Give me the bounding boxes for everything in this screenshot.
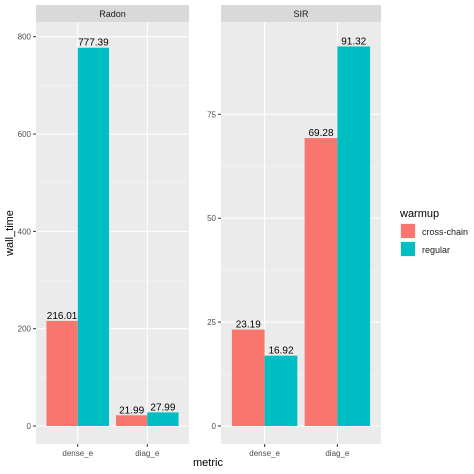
panel-radon: Radon 216.01 777.39 21.99 27.99 0 200 400 600 8…	[18, 5, 189, 458]
bar-regular-dense_e	[264, 355, 298, 426]
legend: warmup cross-chain regular	[399, 208, 468, 257]
bar-cross-chain-diag_e	[115, 415, 148, 426]
x-axis-ticks: dense_e diag_e	[62, 444, 160, 458]
x-tick-label: diag_e	[325, 449, 350, 458]
legend-swatch	[401, 224, 415, 238]
y-axis-ticks: 0 200 400 600 800	[18, 33, 36, 431]
y-tick-label: 75	[207, 110, 216, 119]
bar-regular-diag_e	[337, 46, 371, 427]
x-axis-ticks: dense_e diag_e	[249, 444, 350, 458]
bar-cross-chain-dense_e	[231, 329, 265, 426]
bar-value-label: 21.99	[119, 405, 144, 416]
bar-cross-chain-diag_e	[304, 138, 338, 426]
y-axis-ticks: 0 25 50 75	[207, 110, 221, 431]
panel-title: SIR	[293, 9, 309, 19]
legend-label: regular	[422, 245, 450, 255]
y-tick-label: 50	[207, 214, 216, 223]
bar-labels: 23.19 16.92 69.28 91.32	[236, 36, 367, 356]
legend-item-cross-chain: cross-chain	[400, 223, 468, 239]
bar-value-label: 91.32	[341, 36, 366, 47]
legend-swatch	[401, 242, 415, 256]
panel-strip	[221, 5, 381, 22]
x-tick-label: dense_e	[62, 449, 93, 458]
panel-strip	[36, 5, 189, 22]
x-tick-label: dense_e	[249, 449, 280, 458]
panel-title: Radon	[99, 9, 126, 19]
y-axis-title: wall_time	[4, 210, 16, 257]
bar-value-label: 216.01	[47, 311, 78, 322]
y-tick-label: 600	[18, 130, 32, 139]
bar-regular-diag_e	[147, 412, 179, 426]
legend-title: warmup	[399, 208, 439, 220]
legend-item-regular: regular	[400, 241, 450, 257]
y-tick-label: 25	[207, 318, 216, 327]
bar-value-label: 16.92	[268, 346, 293, 357]
bars	[231, 46, 371, 427]
panel-sir: SIR 23.19 16.92 69.28 91.32 0 25 50 75 dense_e…	[207, 5, 381, 458]
x-tick-label: diag_e	[135, 449, 160, 458]
y-tick-label: 800	[18, 33, 32, 42]
y-tick-label: 0	[27, 422, 32, 431]
bar-value-label: 69.28	[308, 128, 333, 139]
bar-value-label: 23.19	[236, 320, 261, 331]
y-tick-label: 0	[212, 422, 217, 431]
y-tick-label: 200	[18, 325, 32, 334]
legend-label: cross-chain	[422, 227, 468, 237]
bar-labels: 216.01 777.39 21.99 27.99	[47, 38, 176, 417]
bar-value-label: 777.39	[78, 38, 109, 49]
bar-value-label: 27.99	[150, 402, 175, 413]
y-tick-label: 400	[18, 227, 32, 236]
bar-regular-dense_e	[77, 47, 110, 427]
bar-cross-chain-dense_e	[46, 320, 78, 426]
x-axis-title: metric	[193, 457, 223, 469]
bars	[46, 47, 179, 427]
